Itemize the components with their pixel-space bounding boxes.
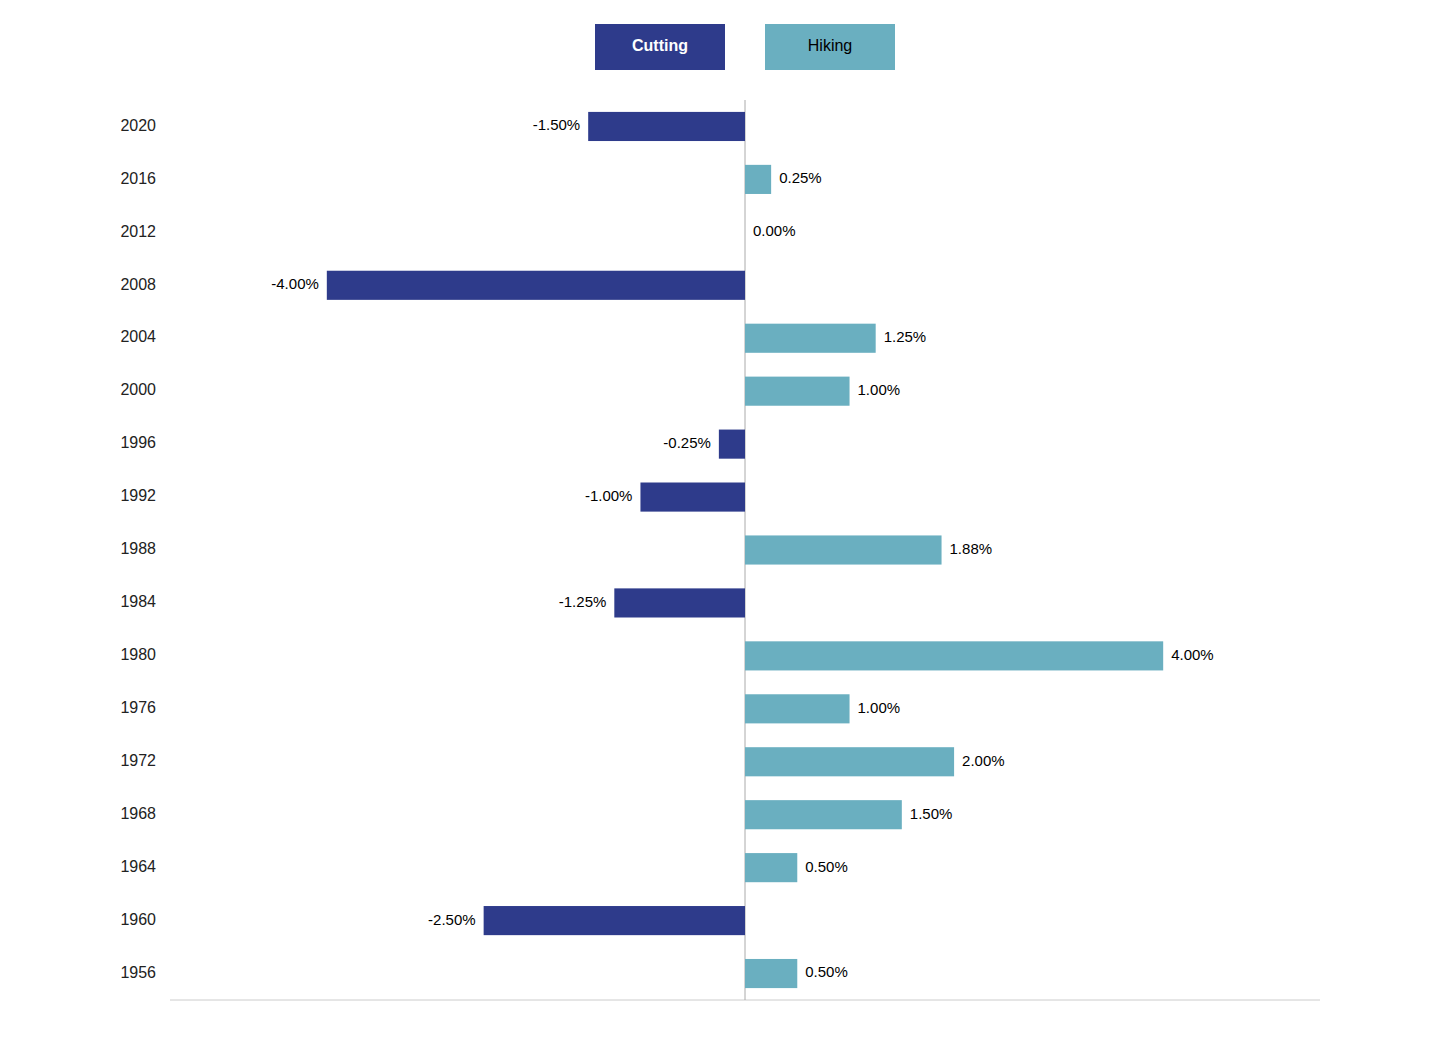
data-label: 1.00% — [858, 699, 901, 716]
y-axis: 2020 2016 2012 2008 2004 2000 1996 1992 1988 1984… — [120, 117, 156, 981]
bar — [745, 377, 850, 406]
bar — [640, 483, 745, 512]
data-label: -1.50% — [533, 116, 581, 133]
legend-swatch — [765, 24, 895, 70]
bars — [327, 112, 1163, 988]
data-label: 0.00% — [753, 222, 796, 239]
y-tick-label: 2016 — [120, 170, 156, 187]
bar — [327, 271, 745, 300]
legend-label: Hiking — [808, 37, 852, 54]
data-label: 1.25% — [884, 328, 927, 345]
bar — [745, 747, 954, 776]
y-tick-label: 2004 — [120, 328, 156, 345]
bar — [745, 218, 746, 247]
data-label: -1.25% — [559, 593, 607, 610]
bar — [745, 535, 942, 564]
bar — [719, 430, 745, 459]
data-label: 1.50% — [910, 805, 953, 822]
y-tick-label: 1996 — [120, 434, 156, 451]
y-tick-label: 2012 — [120, 223, 156, 240]
bar — [745, 165, 771, 194]
y-tick-label: 1976 — [120, 699, 156, 716]
data-labels: -1.50% -4.00% -0.25% -1.00% -1.25% -2.50% 0.25… — [271, 116, 1213, 980]
data-label: 1.88% — [950, 540, 993, 557]
data-label: -0.25% — [663, 434, 711, 451]
y-tick-label: 1992 — [120, 487, 156, 504]
data-label: 0.50% — [805, 963, 848, 980]
y-tick-label: 2008 — [120, 276, 156, 293]
legend: Cutting Hiking — [595, 24, 895, 70]
bar — [745, 853, 797, 882]
bar — [745, 694, 850, 723]
y-tick-label: 2020 — [120, 117, 156, 134]
data-label: 2.00% — [962, 752, 1005, 769]
bar — [614, 588, 745, 617]
y-tick-label: 1960 — [120, 911, 156, 928]
y-tick-label: 1956 — [120, 964, 156, 981]
y-tick-label: 1972 — [120, 752, 156, 769]
chart: 2020 2016 2012 2008 2004 2000 1996 1992 1988 1984… — [0, 0, 1440, 1040]
y-tick-label: 1964 — [120, 858, 156, 875]
legend-swatch — [595, 24, 725, 70]
bar — [588, 112, 745, 141]
bar — [745, 324, 876, 353]
bar — [484, 906, 745, 935]
bar — [745, 959, 797, 988]
data-label: -2.50% — [428, 911, 476, 928]
bar — [745, 800, 902, 829]
y-tick-label: 2000 — [120, 381, 156, 398]
y-tick-label: 1984 — [120, 593, 156, 610]
legend-label: Cutting — [632, 37, 688, 54]
y-tick-label: 1968 — [120, 805, 156, 822]
y-tick-label: 1980 — [120, 646, 156, 663]
data-label: -1.00% — [585, 487, 633, 504]
data-label: 0.50% — [805, 858, 848, 875]
data-label: 0.25% — [779, 169, 822, 186]
y-tick-label: 1988 — [120, 540, 156, 557]
data-label: 4.00% — [1171, 646, 1214, 663]
data-label: -4.00% — [271, 275, 319, 292]
bar — [745, 641, 1163, 670]
data-label: 1.00% — [858, 381, 901, 398]
